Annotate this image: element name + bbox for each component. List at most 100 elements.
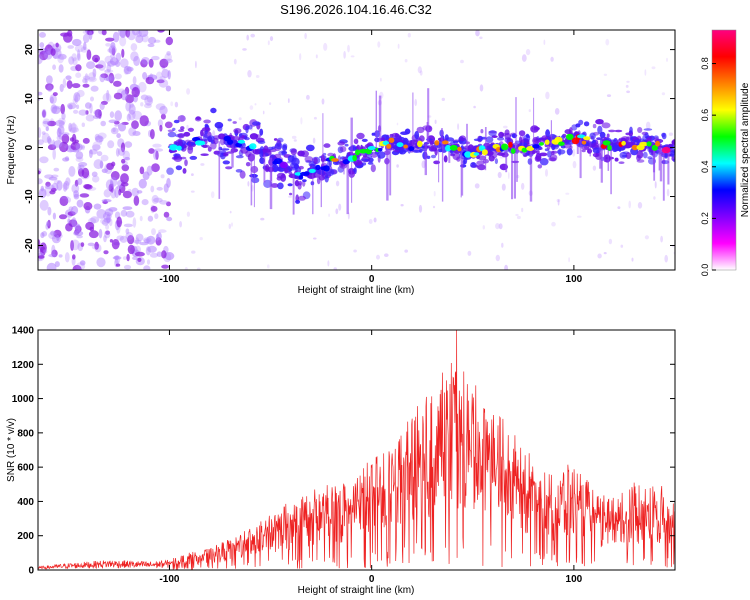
ridge-envelope-blob (592, 123, 597, 129)
noise-blob (110, 53, 116, 59)
noise-blob (660, 235, 663, 243)
noise-blob (414, 98, 418, 107)
noise-blob (130, 43, 138, 52)
ridge-core-blob (237, 139, 246, 144)
ridge-envelope-blob (581, 146, 590, 150)
noise-blob (407, 32, 411, 38)
noise-blob (174, 101, 179, 108)
ridge-envelope-blob (539, 158, 549, 166)
ridge-core-blob (481, 149, 488, 156)
ridge-core-blob (294, 172, 302, 176)
noise-blob (91, 144, 101, 151)
noise-blob (58, 117, 66, 125)
noise-blob (631, 257, 634, 262)
spectrogram-frame (37, 29, 676, 271)
ridge-core-blob (198, 140, 206, 146)
ridge-envelope-blob (619, 151, 627, 159)
noise-blob (92, 141, 101, 152)
ridge-envelope-blob (202, 144, 210, 148)
noise-blob (101, 199, 112, 203)
ridge-envelope-blob (175, 165, 183, 171)
noise-blob (131, 187, 139, 197)
noise-blob (48, 253, 58, 258)
noise-blob (127, 235, 135, 245)
ridge-envelope-blob (305, 144, 315, 152)
ridge-envelope-blob (207, 146, 212, 152)
noise-blob (69, 137, 75, 142)
noise-blob (67, 218, 71, 224)
noise-blob (380, 77, 382, 82)
noise-blob (51, 244, 56, 256)
noise-blob (51, 249, 58, 258)
ridge-envelope-blob (497, 137, 505, 141)
ridge-envelope-blob (642, 151, 648, 159)
noise-blob (195, 60, 197, 69)
noise-blob (247, 181, 250, 187)
noise-blob (418, 204, 423, 213)
noise-blob (74, 94, 78, 105)
noise-blob (161, 264, 170, 269)
ridge-envelope-blob (478, 135, 484, 142)
ridge-envelope-blob (241, 135, 245, 139)
colorbar: 0.0 0.2 0.4 0.6 0.8 Normalized spectral ampl… (700, 29, 750, 276)
noise-blob (125, 232, 134, 240)
noise-blob (83, 184, 92, 189)
ridge-envelope-blob (633, 139, 641, 143)
noise-blob (96, 257, 106, 268)
noise-blob (568, 257, 570, 263)
ridge-envelope-blob (596, 137, 601, 141)
noise-blob (82, 137, 90, 144)
noise-blob (498, 223, 503, 230)
noise-blob (376, 254, 380, 260)
ridge-envelope-blob (356, 132, 365, 140)
ridge-envelope-blob (418, 135, 425, 142)
noise-blob (109, 57, 119, 66)
ridge-envelope-blob (203, 119, 211, 124)
noise-blob (404, 59, 408, 63)
ridge-envelope-blob (273, 138, 278, 141)
noise-blob (120, 182, 129, 187)
ridge-core-blob (607, 145, 612, 151)
ridge-envelope-blob (398, 149, 407, 155)
ridge-envelope-blob (291, 157, 300, 166)
ridge-envelope-blob (288, 168, 293, 172)
noise-blob (199, 237, 203, 241)
noise-blob (148, 58, 154, 68)
noise-blob (44, 184, 55, 190)
noise-blob (109, 177, 118, 187)
ridge-core-blob (308, 168, 316, 173)
noise-blob (73, 230, 84, 237)
noise-blob (556, 198, 561, 203)
ridge-envelope-blob (525, 133, 530, 138)
noise-blob (46, 136, 52, 144)
noise-blob (139, 166, 145, 175)
noise-blob (133, 55, 141, 67)
noise-blob (71, 217, 77, 228)
noise-blob (79, 144, 86, 149)
ridge-envelope-blob (227, 118, 232, 122)
noise-blob (83, 41, 87, 51)
noise-blob (606, 94, 612, 97)
noise-blob (495, 254, 500, 262)
ridge-envelope-blob (477, 164, 486, 171)
noise-blob (525, 49, 531, 56)
noise-blob (554, 108, 560, 115)
noise-blob (515, 213, 519, 217)
ridge-envelope-blob (672, 158, 675, 163)
noise-blob (335, 180, 340, 187)
noise-blob (254, 103, 257, 106)
noise-blob (68, 206, 74, 211)
noise-blob (343, 51, 346, 59)
noise-blob (184, 267, 188, 270)
ridge-envelope-blob (323, 143, 331, 148)
noise-blob (151, 163, 160, 173)
noise-blob (120, 209, 128, 217)
noise-blob (72, 264, 82, 270)
noise-blob (323, 42, 328, 51)
noise-blob (135, 34, 144, 44)
ridge-envelope-blob (245, 125, 249, 134)
noise-blob (122, 256, 127, 260)
ridge-envelope-blob (416, 126, 425, 134)
noise-blob (147, 96, 153, 103)
noise-blob (146, 165, 153, 176)
